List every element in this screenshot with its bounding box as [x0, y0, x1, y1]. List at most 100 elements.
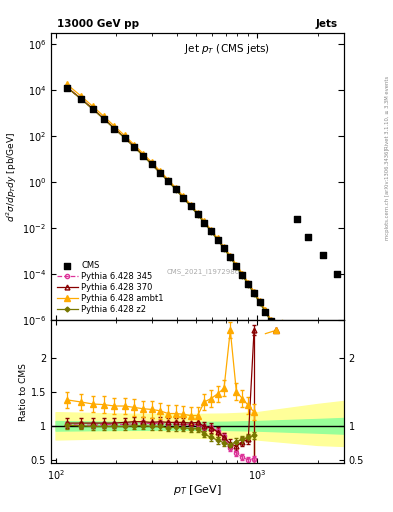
Text: CMS_2021_I1972986: CMS_2021_I1972986 — [167, 268, 240, 274]
Pythia 6.428 z2 — [215, 237, 220, 243]
CMS — [111, 124, 118, 133]
Pythia 6.428 370 — [65, 84, 70, 90]
Pythia 6.428 ambt1 — [195, 210, 200, 216]
CMS — [262, 308, 268, 316]
CMS — [221, 244, 227, 252]
Pythia 6.428 370 — [228, 253, 233, 260]
Pythia 6.428 345 — [215, 237, 220, 243]
Pythia 6.428 ambt1 — [222, 244, 226, 250]
CMS — [201, 219, 208, 227]
Pythia 6.428 z2 — [149, 161, 154, 167]
Pythia 6.428 z2 — [240, 272, 245, 279]
CMS — [64, 83, 70, 92]
Pythia 6.428 370 — [141, 152, 145, 158]
CMS — [294, 215, 301, 223]
CMS — [251, 289, 257, 297]
Pythia 6.428 z2 — [195, 211, 200, 218]
Pythia 6.428 345 — [158, 169, 162, 176]
Legend: CMS, Pythia 6.428 345, Pythia 6.428 370, Pythia 6.428 ambt1, Pythia 6.428 z2: CMS, Pythia 6.428 345, Pythia 6.428 370,… — [55, 259, 165, 316]
CMS — [187, 202, 194, 210]
Line: Pythia 6.428 370: Pythia 6.428 370 — [64, 85, 284, 343]
Pythia 6.428 ambt1 — [246, 280, 251, 286]
Pythia 6.428 ambt1 — [240, 270, 245, 276]
Pythia 6.428 345 — [202, 220, 207, 226]
Pythia 6.428 ambt1 — [252, 289, 256, 295]
Pythia 6.428 z2 — [65, 84, 70, 91]
CMS — [180, 194, 186, 202]
Pythia 6.428 z2 — [209, 228, 213, 234]
Pythia 6.428 345 — [112, 125, 117, 132]
Pythia 6.428 370 — [268, 317, 273, 323]
CMS — [195, 210, 201, 218]
Pythia 6.428 z2 — [252, 291, 256, 297]
Pythia 6.428 z2 — [202, 220, 207, 226]
Pythia 6.428 345 — [252, 289, 256, 295]
Pythia 6.428 345 — [122, 135, 127, 141]
Pythia 6.428 345 — [78, 95, 83, 101]
Pythia 6.428 z2 — [188, 203, 193, 209]
CMS — [233, 262, 239, 270]
Text: 13000 GeV pp: 13000 GeV pp — [57, 19, 139, 29]
CMS — [149, 160, 155, 168]
Pythia 6.428 z2 — [158, 170, 162, 176]
Pythia 6.428 345 — [195, 211, 200, 217]
Pythia 6.428 370 — [257, 298, 262, 305]
Pythia 6.428 345 — [268, 317, 273, 324]
CMS — [131, 143, 137, 151]
Pythia 6.428 345 — [166, 178, 171, 184]
Pythia 6.428 345 — [209, 228, 213, 234]
Pythia 6.428 z2 — [222, 246, 226, 252]
CMS — [101, 115, 107, 123]
Pythia 6.428 ambt1 — [228, 252, 233, 259]
Pythia 6.428 ambt1 — [141, 151, 145, 157]
Pythia 6.428 ambt1 — [257, 298, 262, 304]
Pythia 6.428 ambt1 — [209, 227, 213, 233]
Pythia 6.428 ambt1 — [90, 103, 95, 110]
Pythia 6.428 370 — [102, 116, 107, 122]
Pythia 6.428 370 — [195, 210, 200, 217]
Pythia 6.428 z2 — [122, 135, 127, 141]
Line: Pythia 6.428 345: Pythia 6.428 345 — [65, 86, 284, 343]
Pythia 6.428 370 — [181, 194, 185, 200]
Pythia 6.428 345 — [65, 84, 70, 91]
Pythia 6.428 345 — [102, 116, 107, 122]
Y-axis label: Ratio to CMS: Ratio to CMS — [19, 362, 28, 421]
Pythia 6.428 370 — [122, 134, 127, 140]
Pythia 6.428 ambt1 — [158, 168, 162, 174]
Pythia 6.428 370 — [246, 281, 251, 287]
Pythia 6.428 z2 — [279, 339, 284, 345]
Pythia 6.428 345 — [257, 298, 262, 305]
Pythia 6.428 345 — [141, 153, 145, 159]
Text: Jet $p_T$ (CMS jets): Jet $p_T$ (CMS jets) — [184, 42, 270, 56]
Pythia 6.428 370 — [188, 202, 193, 208]
Pythia 6.428 345 — [222, 245, 226, 251]
Pythia 6.428 345 — [90, 106, 95, 112]
Pythia 6.428 z2 — [173, 186, 178, 193]
CMS — [215, 236, 221, 244]
CMS — [305, 233, 311, 241]
Pythia 6.428 370 — [274, 327, 279, 333]
Y-axis label: $d^2\sigma/dp_Tdy$ [pb/GeV]: $d^2\sigma/dp_Tdy$ [pb/GeV] — [5, 132, 19, 222]
Pythia 6.428 ambt1 — [112, 123, 117, 130]
CMS — [273, 327, 279, 335]
CMS — [284, 348, 290, 356]
Text: Rivet 3.1.10, ≥ 3.3M events: Rivet 3.1.10, ≥ 3.3M events — [385, 76, 390, 150]
CMS — [320, 250, 326, 259]
Pythia 6.428 ambt1 — [274, 326, 279, 332]
CMS — [245, 280, 252, 288]
Pythia 6.428 370 — [173, 186, 178, 192]
Pythia 6.428 370 — [222, 245, 226, 251]
Pythia 6.428 z2 — [274, 329, 279, 335]
CMS — [157, 169, 163, 177]
Pythia 6.428 z2 — [234, 264, 239, 270]
Pythia 6.428 ambt1 — [279, 336, 284, 343]
Pythia 6.428 ambt1 — [149, 159, 154, 165]
Pythia 6.428 z2 — [166, 178, 171, 184]
Pythia 6.428 370 — [209, 228, 213, 234]
Pythia 6.428 z2 — [78, 96, 83, 102]
Pythia 6.428 345 — [240, 271, 245, 278]
Pythia 6.428 ambt1 — [166, 177, 171, 183]
Pythia 6.428 370 — [234, 263, 239, 269]
Pythia 6.428 ambt1 — [215, 236, 220, 242]
Pythia 6.428 ambt1 — [78, 93, 83, 99]
